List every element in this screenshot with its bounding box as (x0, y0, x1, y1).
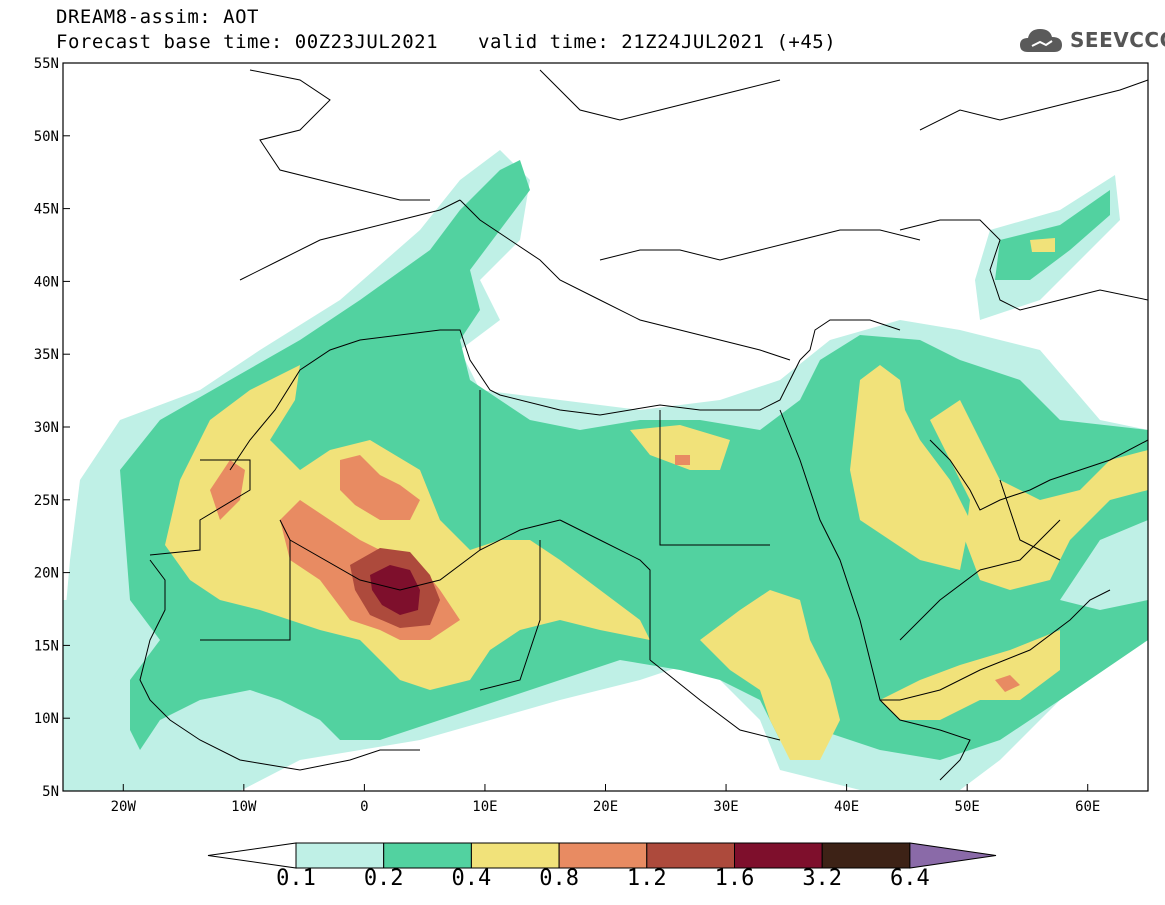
colorbar-swatch (821, 842, 911, 869)
colorbar-swatch (558, 842, 648, 869)
lat-label: 40N (34, 274, 59, 290)
lat-label: 5N (42, 784, 59, 800)
colorbar-over-triangle (909, 842, 997, 869)
colorbar-label: 1.6 (714, 866, 755, 891)
lon-label: 10E (472, 799, 497, 815)
lat-label: 15N (34, 638, 59, 654)
map-title: DREAM8-assim: AOT (56, 6, 259, 28)
colorbar-label: 3.2 (802, 866, 843, 891)
colorbar-swatch (383, 842, 472, 869)
lat-label: 25N (34, 493, 59, 509)
lat-label: 50N (34, 129, 59, 145)
lon-label: 40E (834, 799, 859, 815)
seevccc-logo: SEEVCCC (1018, 26, 1165, 54)
aot-field (63, 63, 1148, 791)
lon-label: 50E (955, 799, 980, 815)
lon-label: 20E (593, 799, 618, 815)
lat-label: 20N (34, 566, 59, 582)
lat-label: 35N (34, 347, 59, 363)
colorbar-label: 0.8 (539, 866, 579, 891)
colorbar-label: 6.4 (890, 866, 930, 891)
latitude-axis: 55N 50N 45N 40N 35N 30N 25N 20N 15N 10N 5N (34, 56, 70, 800)
colorbar-swatch (470, 842, 560, 869)
lon-label: 20W (111, 799, 137, 815)
colorbar-label: 0.1 (276, 866, 316, 891)
colorbar-under-triangle (207, 842, 297, 869)
lon-label: 10W (231, 799, 257, 815)
colorbar-label: 0.4 (451, 866, 492, 891)
lon-label: 30E (713, 799, 738, 815)
colorbar-swatch (734, 842, 823, 869)
lat-label: 10N (34, 711, 59, 727)
colorbar-label: 0.2 (363, 866, 404, 891)
lat-label: 45N (34, 202, 59, 218)
colorbar-swatch (295, 842, 385, 869)
colorbar-swatch (646, 842, 735, 869)
lon-label: 0 (360, 799, 368, 815)
colorbar-label: 1.2 (626, 866, 667, 891)
lat-label: 55N (34, 56, 59, 72)
forecast-base-time: Forecast base time: 00Z23JUL2021 (56, 31, 439, 53)
valid-time: valid time: 21Z24JUL2021 (+45) (478, 31, 837, 53)
lat-label: 30N (34, 420, 59, 436)
lon-label: 60E (1075, 799, 1100, 815)
longitude-axis: 20W 10W 0 10E 20E 30E 40E 50E 60E (111, 784, 1100, 815)
colorbar (207, 842, 997, 869)
logo-text: SEEVCCC (1070, 28, 1165, 52)
cloud-icon (1020, 29, 1062, 52)
